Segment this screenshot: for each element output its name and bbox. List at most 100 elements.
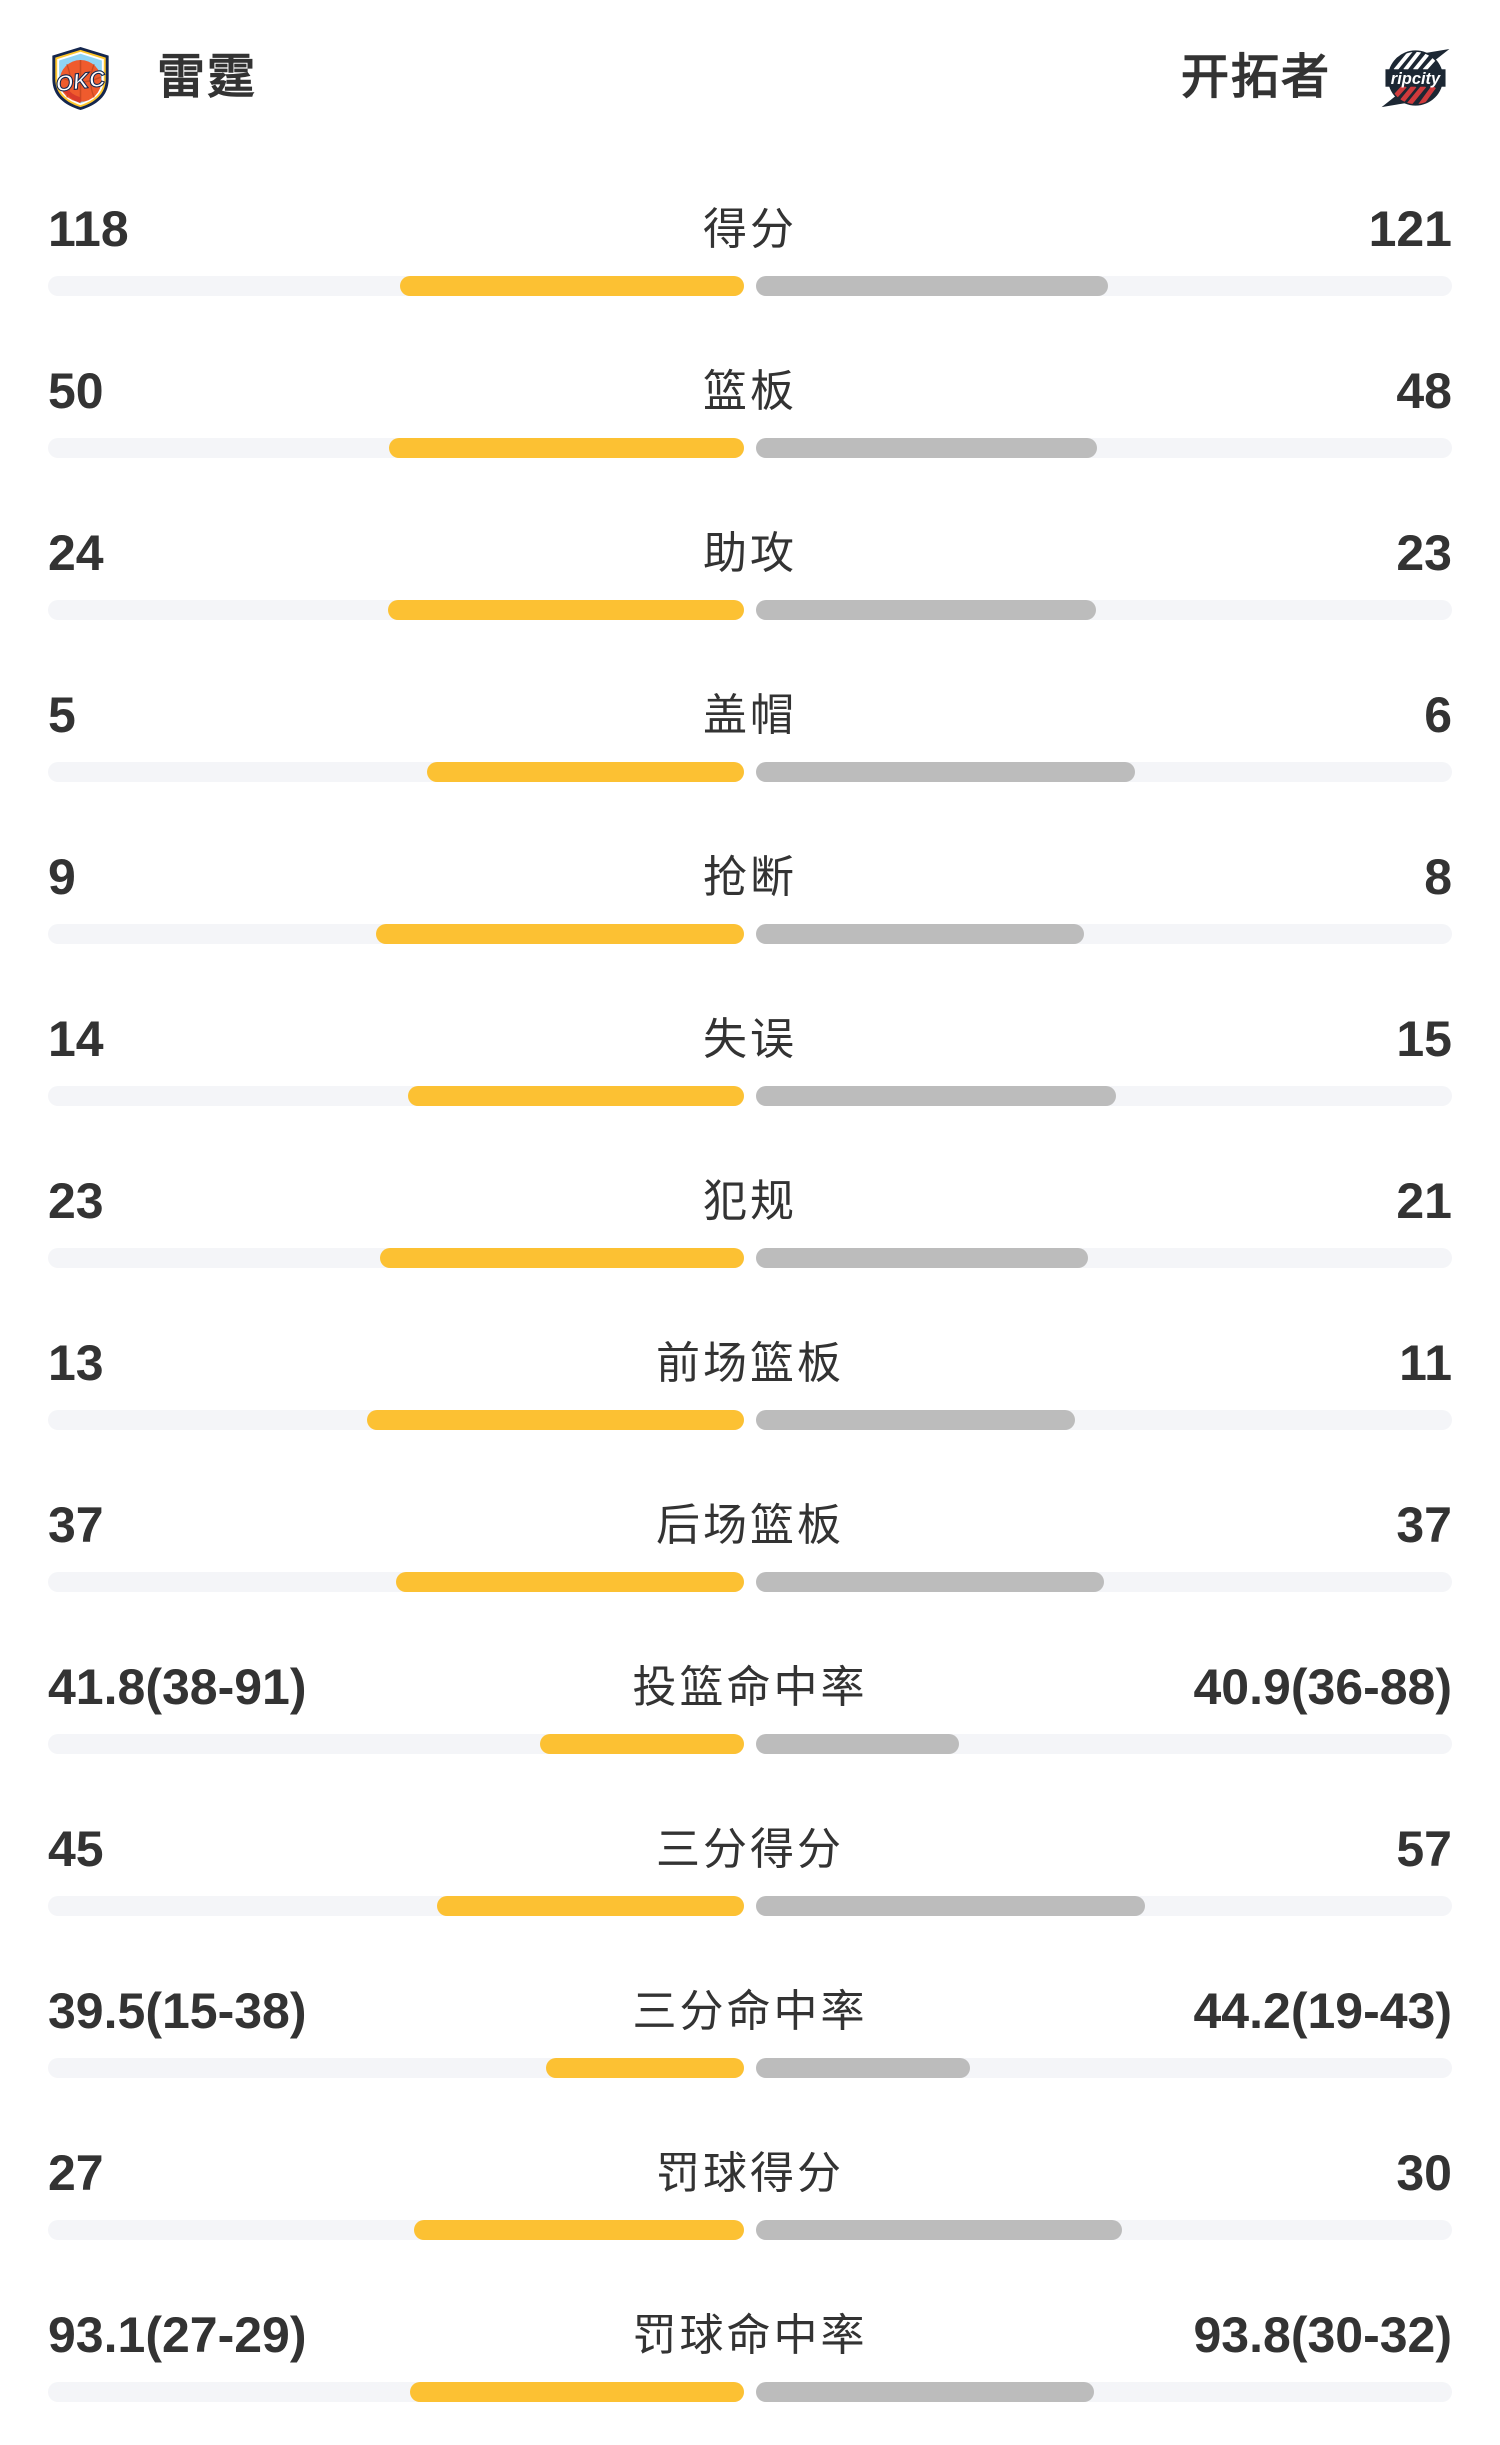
away-bar-fill bbox=[756, 762, 1136, 782]
stat-bars bbox=[48, 276, 1452, 296]
away-stat-value: 44.2(19-43) bbox=[1193, 1983, 1453, 2039]
away-bar-fill bbox=[756, 438, 1098, 458]
okc-thunder-logo-icon: OKC bbox=[48, 45, 113, 111]
stat-label: 罚球得分 bbox=[656, 2149, 844, 2198]
away-stat-value: 57 bbox=[1396, 1821, 1452, 1877]
home-bar-track bbox=[48, 438, 744, 458]
home-bar-fill bbox=[396, 1572, 744, 1592]
stat-row: 投篮命中率 41.8(38-91) 40.9(36-88) bbox=[48, 1600, 1452, 1762]
stat-text-line: 盖帽 5 6 bbox=[48, 690, 1452, 740]
stat-label: 后场篮板 bbox=[656, 1501, 844, 1550]
stat-bars bbox=[48, 2220, 1452, 2240]
stat-label: 犯规 bbox=[703, 1177, 797, 1226]
game-stats-page: OKC 雷霆 开拓者 bbox=[0, 45, 1500, 2410]
home-bar-track bbox=[48, 1086, 744, 1106]
away-bar-track bbox=[756, 2058, 1452, 2078]
away-stat-value: 21 bbox=[1396, 1173, 1452, 1229]
home-stat-value: 9 bbox=[48, 849, 76, 905]
home-stat-value: 23 bbox=[48, 1173, 104, 1229]
away-stat-value: 40.9(36-88) bbox=[1193, 1659, 1453, 1715]
away-bar-track bbox=[756, 1734, 1452, 1754]
away-bar-track bbox=[756, 1572, 1452, 1592]
home-bar-track bbox=[48, 276, 744, 296]
ripcity-blazers-logo-icon: ripcity bbox=[1379, 47, 1452, 109]
stat-bars bbox=[48, 1086, 1452, 1106]
home-bar-fill bbox=[375, 924, 744, 944]
home-bar-track bbox=[48, 2382, 744, 2402]
stat-row: 罚球命中率 93.1(27-29) 93.8(30-32) bbox=[48, 2248, 1452, 2410]
stat-text-line: 得分 118 121 bbox=[48, 204, 1452, 254]
home-stat-value: 27 bbox=[48, 2145, 104, 2201]
home-bar-fill bbox=[407, 1086, 744, 1106]
away-bar-track bbox=[756, 1896, 1452, 1916]
away-bar-track bbox=[756, 438, 1452, 458]
away-bar-fill bbox=[756, 1896, 1146, 1916]
home-stat-value: 13 bbox=[48, 1335, 104, 1391]
stat-label: 篮板 bbox=[703, 367, 797, 416]
stat-bars bbox=[48, 762, 1452, 782]
away-stat-value: 93.8(30-32) bbox=[1193, 2307, 1453, 2363]
home-bar-track bbox=[48, 762, 744, 782]
stat-row: 助攻 24 23 bbox=[48, 466, 1452, 628]
stat-bars bbox=[48, 924, 1452, 944]
away-bar-fill bbox=[756, 924, 1084, 944]
home-bar-fill bbox=[400, 276, 744, 296]
stat-text-line: 助攻 24 23 bbox=[48, 528, 1452, 578]
home-bar-fill bbox=[389, 438, 744, 458]
stat-bars bbox=[48, 1248, 1452, 1268]
stat-text-line: 罚球得分 27 30 bbox=[48, 2148, 1452, 2198]
away-stat-value: 30 bbox=[1396, 2145, 1452, 2201]
away-stat-value: 15 bbox=[1396, 1011, 1452, 1067]
away-bar-fill bbox=[756, 1248, 1088, 1268]
away-team-name: 开拓者 bbox=[1180, 51, 1331, 104]
stat-text-line: 三分得分 45 57 bbox=[48, 1824, 1452, 1874]
stat-row: 前场篮板 13 11 bbox=[48, 1276, 1452, 1438]
stat-row: 三分命中率 39.5(15-38) 44.2(19-43) bbox=[48, 1924, 1452, 2086]
away-stat-value: 8 bbox=[1424, 849, 1452, 905]
home-team-name: 雷霆 bbox=[157, 51, 258, 104]
stat-label: 失误 bbox=[703, 1015, 797, 1064]
home-bar-fill bbox=[409, 2382, 744, 2402]
stat-row: 篮板 50 48 bbox=[48, 304, 1452, 466]
home-bar-fill bbox=[414, 2220, 744, 2240]
home-bar-track bbox=[48, 1734, 744, 1754]
home-stat-value: 41.8(38-91) bbox=[48, 1659, 307, 1715]
stat-bars bbox=[48, 438, 1452, 458]
stat-bars bbox=[48, 1410, 1452, 1430]
away-bar-fill bbox=[756, 1086, 1116, 1106]
svg-text:ripcity: ripcity bbox=[1391, 70, 1441, 88]
away-bar-track bbox=[756, 1248, 1452, 1268]
stat-label: 得分 bbox=[703, 205, 797, 254]
away-bar-track bbox=[756, 276, 1452, 296]
away-stat-value: 121 bbox=[1368, 201, 1452, 257]
stat-row: 犯规 23 21 bbox=[48, 1114, 1452, 1276]
stat-bars bbox=[48, 1896, 1452, 1916]
home-bar-track bbox=[48, 1248, 744, 1268]
stat-label: 助攻 bbox=[703, 529, 797, 578]
home-stat-value: 118 bbox=[48, 201, 129, 257]
home-bar-track bbox=[48, 2058, 744, 2078]
home-bar-track bbox=[48, 2220, 744, 2240]
home-bar-track bbox=[48, 600, 744, 620]
away-bar-track bbox=[756, 762, 1452, 782]
away-stat-value: 37 bbox=[1396, 1497, 1452, 1553]
home-team: OKC 雷霆 bbox=[48, 45, 257, 111]
home-bar-fill bbox=[427, 762, 744, 782]
stat-row: 失误 14 15 bbox=[48, 952, 1452, 1114]
away-bar-track bbox=[756, 600, 1452, 620]
stat-row: 后场篮板 37 37 bbox=[48, 1438, 1452, 1600]
home-bar-fill bbox=[437, 1896, 744, 1916]
home-stat-value: 50 bbox=[48, 363, 104, 419]
home-bar-fill bbox=[540, 1734, 744, 1754]
stat-text-line: 三分命中率 39.5(15-38) 44.2(19-43) bbox=[48, 1986, 1452, 2036]
away-bar-fill bbox=[756, 2220, 1123, 2240]
home-stat-value: 39.5(15-38) bbox=[48, 1983, 307, 2039]
away-stat-value: 48 bbox=[1396, 363, 1452, 419]
away-stat-value: 11 bbox=[1399, 1335, 1452, 1391]
away-stat-value: 23 bbox=[1396, 525, 1452, 581]
stat-row: 罚球得分 27 30 bbox=[48, 2086, 1452, 2248]
stat-label: 盖帽 bbox=[703, 691, 797, 740]
home-bar-track bbox=[48, 1572, 744, 1592]
away-bar-track bbox=[756, 2382, 1452, 2402]
away-bar-track bbox=[756, 1410, 1452, 1430]
